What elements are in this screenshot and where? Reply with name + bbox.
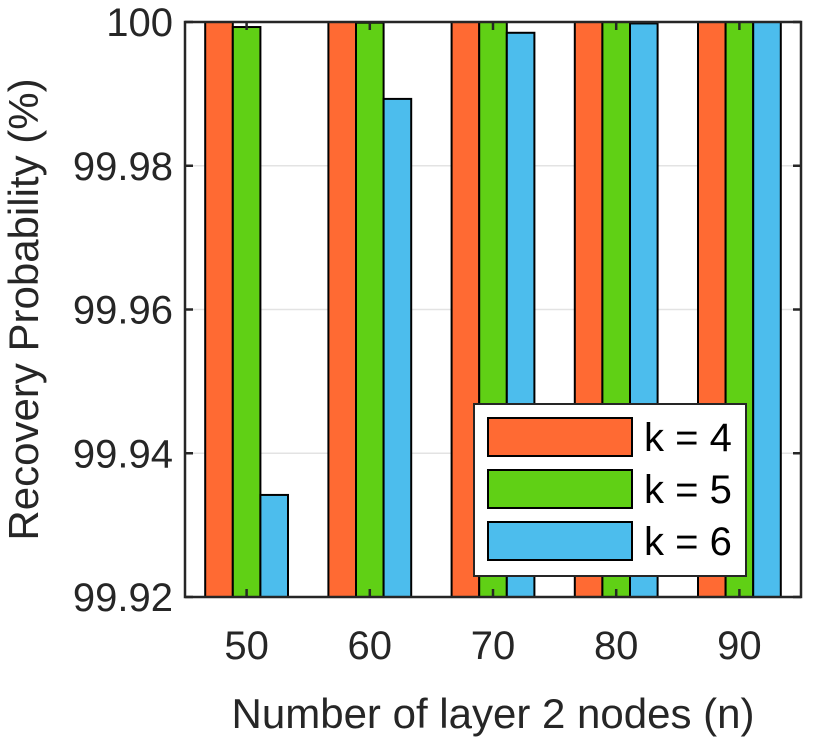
bar-k4-50 (204, 21, 234, 598)
y-tick-label: 100 (106, 1, 173, 45)
axis-ticks: 99.92 99.94 99.96 99.98 100 50 60 70 80 90 (73, 1, 801, 668)
legend-swatch (487, 417, 633, 457)
legend-label: k = 4 (644, 416, 732, 460)
legend-label: k = 5 (644, 468, 732, 512)
bar-k6-50 (259, 493, 289, 598)
legend-label: k = 6 (644, 520, 732, 564)
y-tick-label: 99.94 (73, 432, 173, 476)
x-tick-label: 70 (471, 624, 516, 668)
x-tick-label: 80 (594, 624, 639, 668)
bar-k5-50 (231, 26, 262, 598)
x-tick-label: 90 (717, 624, 762, 668)
y-tick-label: 99.98 (73, 145, 173, 189)
legend: k = 4 k = 5 k = 6 (473, 403, 747, 577)
bar-k5-60 (355, 21, 385, 598)
legend-swatch (487, 469, 633, 509)
y-axis-title: Recovery Probability (%) (0, 78, 47, 540)
bar-k4-60 (327, 21, 357, 598)
y-tick-label: 99.92 (73, 576, 173, 620)
legend-swatch (487, 521, 633, 561)
y-tick-label: 99.96 (73, 289, 173, 333)
x-axis-title: Number of layer 2 nodes (n) (232, 690, 755, 737)
bar-k6-60 (382, 97, 413, 598)
x-tick-label: 60 (348, 624, 393, 668)
x-tick-label: 50 (224, 624, 269, 668)
bar-k6-90 (752, 21, 782, 598)
